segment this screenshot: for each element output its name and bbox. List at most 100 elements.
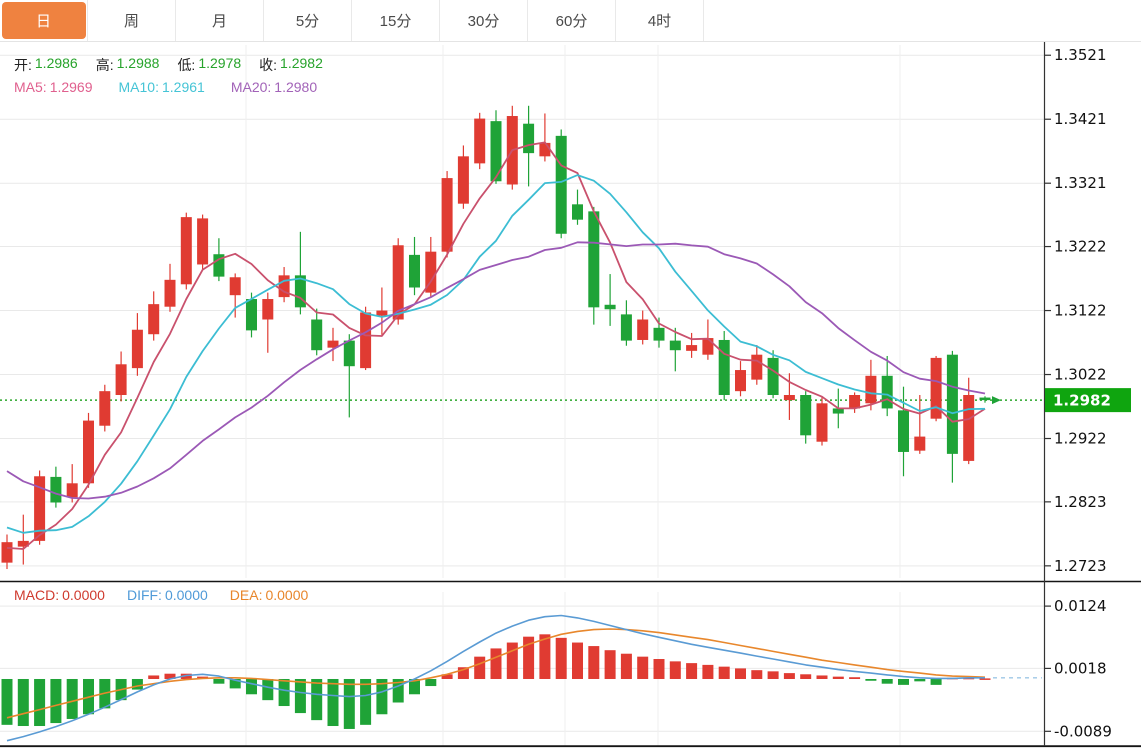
macd-bar	[457, 667, 469, 679]
price-axis-tick-label: 1.3222	[1054, 238, 1107, 256]
candle-body	[620, 314, 632, 341]
macd-histogram	[1, 634, 991, 729]
price-axis-tick-label: 1.2922	[1054, 430, 1107, 448]
tab-month[interactable]: 月	[211, 13, 227, 30]
price-axis-tick-label: 1.3022	[1054, 366, 1107, 384]
current-price-badge-text: 1.2982	[1053, 392, 1111, 410]
macd-bar	[34, 678, 46, 727]
macd-bar	[246, 678, 257, 695]
tab-60min[interactable]: 60分	[555, 13, 588, 30]
macd-bar	[751, 670, 763, 679]
current-price-badge-bg	[1045, 388, 1131, 413]
ma10-line	[6, 174, 986, 534]
candle-body	[849, 395, 861, 409]
tab-day[interactable]: 日	[1, 2, 86, 39]
candle-body	[898, 410, 909, 452]
candle-body	[246, 299, 257, 331]
candle-body	[783, 395, 795, 401]
tab-cell-30min: 30分	[440, 0, 528, 41]
macd-bar	[392, 678, 404, 703]
macd-axis-labels: 0.0124 0.0018 -0.0089	[1044, 597, 1112, 740]
candle-body	[881, 375, 893, 409]
candle-body	[930, 357, 942, 419]
macd-bar	[17, 678, 29, 727]
candle-body	[99, 391, 111, 426]
macd-bar	[360, 678, 372, 725]
tab-cell-5min: 5分	[264, 0, 352, 41]
macd-bar	[474, 656, 486, 679]
candle-body	[718, 339, 730, 396]
candle-body	[800, 395, 812, 436]
tab-4hour[interactable]: 4时	[647, 13, 672, 30]
macd-bar	[930, 678, 942, 685]
macd-bar	[539, 634, 551, 679]
macd-bar	[588, 646, 600, 679]
candle-body	[963, 395, 975, 461]
tab-30min[interactable]: 30分	[467, 13, 500, 30]
macd-bar	[490, 648, 502, 679]
tab-cell-week: 周	[88, 0, 176, 41]
tab-cell-day: 日	[0, 0, 88, 41]
candle-body	[360, 312, 372, 369]
candle-body	[588, 211, 600, 308]
macd-bar	[523, 636, 535, 679]
macd-bar	[898, 678, 909, 685]
macd-bar	[800, 674, 812, 679]
macd-bar	[1, 678, 13, 725]
macd-bar	[686, 663, 698, 679]
candle-body	[392, 245, 404, 320]
candle-body	[311, 319, 323, 351]
tab-15min[interactable]: 15分	[379, 13, 412, 30]
macd-bar	[702, 664, 714, 679]
candle-body	[702, 338, 714, 355]
ma5-line	[6, 141, 986, 550]
macd-bar	[294, 678, 306, 714]
candle-body	[457, 156, 469, 204]
macd-bar	[131, 678, 143, 690]
macd-bar	[979, 678, 991, 680]
candle-body	[294, 275, 306, 308]
macd-bar	[816, 675, 828, 679]
candle-body	[213, 254, 225, 277]
candle-body	[409, 254, 420, 288]
price-axis-tick-label: 1.3421	[1054, 110, 1107, 128]
macd-bar	[735, 668, 746, 679]
macd-bar	[572, 642, 583, 679]
macd-bar	[718, 666, 730, 679]
tab-week[interactable]: 周	[123, 13, 139, 30]
macd-bar	[669, 661, 681, 679]
macd-axis-tick-label: -0.0089	[1054, 722, 1112, 740]
macd-bar	[865, 678, 877, 681]
tab-cell-60min: 60分	[528, 0, 616, 41]
candle-body	[751, 354, 763, 380]
tab-5min[interactable]: 5分	[295, 13, 320, 30]
macd-bar	[278, 678, 290, 707]
candle-body	[164, 279, 176, 307]
candle-body	[555, 135, 567, 234]
candle-body	[832, 408, 844, 414]
macd-bar	[343, 678, 355, 729]
dea-line	[6, 628, 986, 719]
candle-body	[34, 476, 46, 541]
candle-body	[327, 340, 339, 348]
candle-body	[604, 304, 616, 310]
candle-body	[148, 304, 160, 335]
macd-bar	[832, 676, 844, 679]
candle-body	[376, 310, 388, 316]
candle-body	[343, 340, 355, 367]
macd-bar	[767, 671, 779, 679]
candle-body	[816, 403, 828, 442]
macd-bar	[311, 678, 323, 721]
macd-bar	[783, 673, 795, 679]
candle-body	[197, 218, 209, 265]
macd-bar	[148, 675, 160, 679]
price-axis-tick-label: 1.3521	[1054, 46, 1107, 64]
candle-body	[653, 327, 665, 341]
ma20-line	[6, 241, 986, 500]
macd-bar	[637, 656, 649, 679]
candle-body	[686, 345, 698, 351]
macd-bar	[327, 678, 339, 727]
price-axis-labels: 1.3521 1.3421 1.3321 1.3222 1.3122 1.3022 1.29…	[1044, 46, 1107, 575]
